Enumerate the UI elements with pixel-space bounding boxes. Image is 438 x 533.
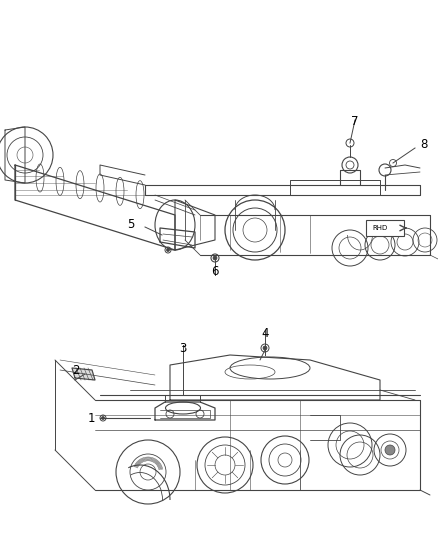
Text: 2: 2: [73, 365, 80, 377]
Circle shape: [213, 256, 217, 260]
Text: 4: 4: [261, 327, 269, 340]
Text: 6: 6: [211, 265, 219, 278]
Text: 7: 7: [351, 115, 359, 128]
Circle shape: [385, 445, 395, 455]
Text: RHD: RHD: [372, 225, 388, 231]
Text: 1: 1: [88, 411, 95, 424]
Text: 3: 3: [179, 342, 187, 355]
Text: 8: 8: [420, 139, 427, 151]
FancyBboxPatch shape: [366, 220, 404, 236]
Text: 5: 5: [127, 217, 135, 230]
Polygon shape: [72, 368, 95, 380]
Circle shape: [263, 346, 267, 350]
Circle shape: [102, 416, 105, 419]
Circle shape: [166, 248, 170, 252]
